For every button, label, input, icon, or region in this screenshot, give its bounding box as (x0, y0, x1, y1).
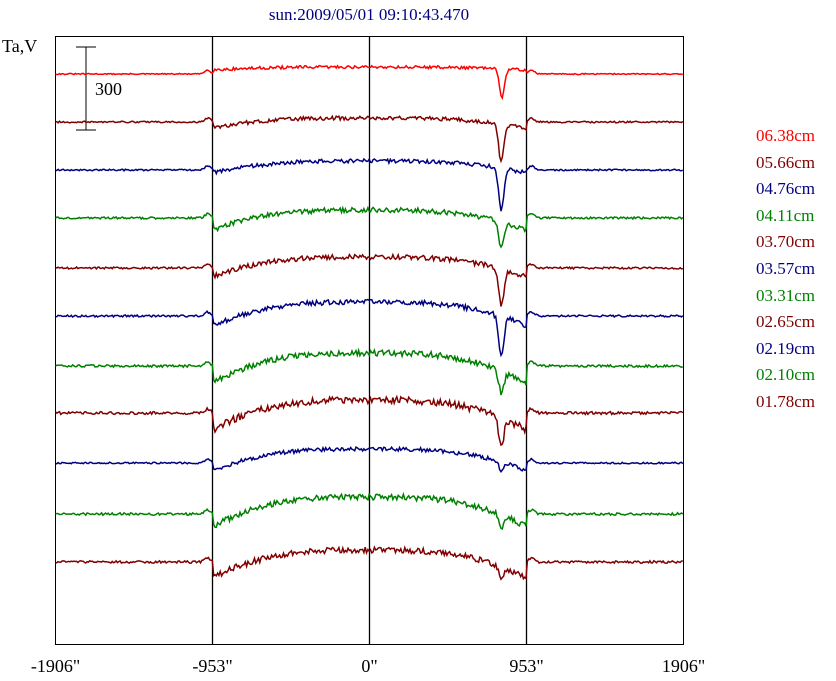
legend-entry: 03.70cm (756, 232, 816, 252)
x-tick-label: -953" (192, 656, 232, 676)
legend-entry: 02.10cm (756, 365, 816, 385)
series-line-02.65cm (54, 394, 684, 447)
legend-entry: 01.78cm (756, 391, 816, 411)
series-line-01.78cm (55, 545, 683, 581)
x-tick-label: 0" (361, 656, 377, 676)
legend-entry: 03.31cm (756, 285, 816, 305)
series-line-03.57cm (55, 298, 684, 358)
series-line-04.76cm (55, 157, 683, 212)
series-line-02.19cm (55, 445, 684, 473)
series-line-03.70cm (55, 252, 684, 307)
legend-entry: 05.66cm (756, 152, 816, 172)
scale-bar (76, 46, 96, 131)
y-axis-label: Ta,V (2, 36, 37, 56)
legend-entry: 03.57cm (756, 258, 816, 278)
legend: 06.38cm 05.66cm 04.76cm 04.11cm 03.70cm 03.57… (756, 123, 815, 416)
chart-title: sun:2009/05/01 09:10:43.470 (269, 5, 469, 24)
series-line-06.38cm (55, 64, 683, 101)
x-tick-label: 1906" (662, 656, 705, 676)
x-tick-label: -1906" (31, 656, 80, 676)
legend-entry: 04.11cm (756, 205, 815, 225)
series-line-02.10cm (55, 491, 684, 530)
x-tick-label: 953" (509, 656, 543, 676)
legend-entry: 02.19cm (756, 338, 816, 358)
legend-entry: 02.65cm (756, 312, 816, 332)
legend-entry: 06.38cm (756, 126, 816, 145)
legend-entry: 04.76cm (756, 179, 816, 199)
scale-bar-label: 300 (95, 79, 122, 99)
series-line-03.31cm (55, 347, 683, 396)
series-line-05.66cm (55, 114, 684, 164)
series-line-04.11cm (55, 205, 684, 249)
